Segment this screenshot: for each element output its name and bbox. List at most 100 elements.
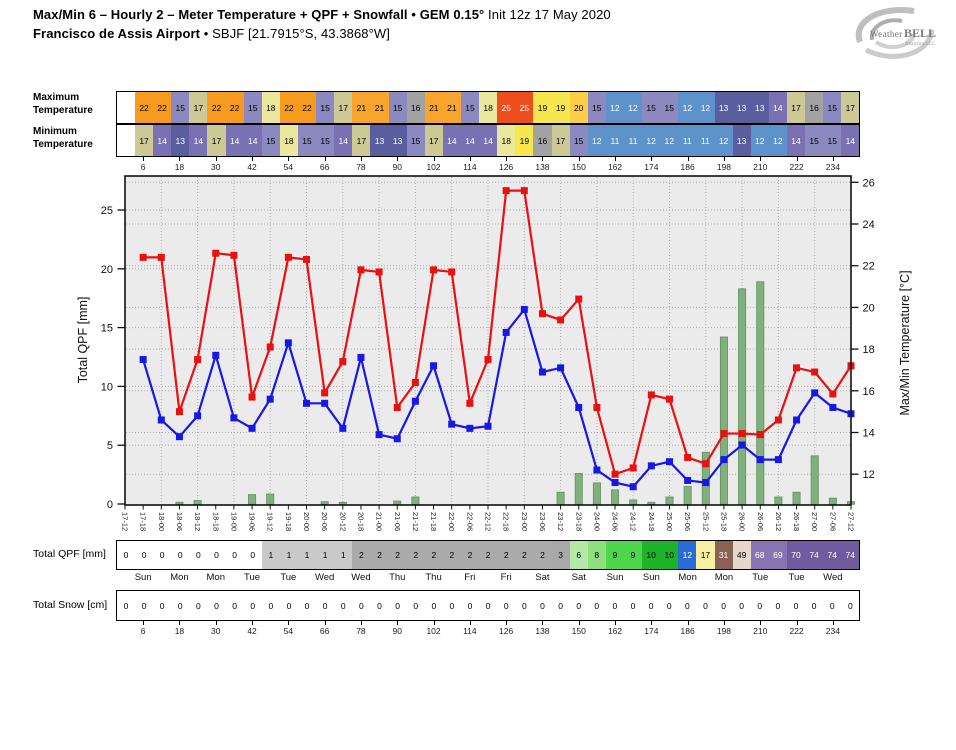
snow-total-cell: 0 xyxy=(515,591,534,620)
snow-total-cell: 0 xyxy=(189,591,208,620)
axis-tick xyxy=(542,157,544,161)
x-tick-label: 21-06 xyxy=(393,512,402,531)
snow-total-cell: 0 xyxy=(370,591,389,620)
total-qpf-strip: 0 0 0 0 0 0 0 0 1 1 1 1 1 2 2 2 2 2 2 2 2 2 2 2 3 6 8 9 9 10 10 12 17 31 4… xyxy=(115,540,861,570)
axis-tick xyxy=(215,157,217,161)
hour-label: 234 xyxy=(825,626,840,636)
qpf-total-cell: 0 xyxy=(207,541,226,569)
min-temp-point xyxy=(811,389,819,397)
x-tick-label: 19-06 xyxy=(248,512,257,531)
min-temp-cell: 14 xyxy=(479,125,498,156)
min-temp-cell: 12 xyxy=(660,125,679,156)
max-temp-cell: 19 xyxy=(533,92,552,123)
max-temp-point xyxy=(629,464,637,472)
min-temp-cell: 14 xyxy=(460,125,480,156)
qpf-bar xyxy=(774,496,783,505)
snow-total-cell: 0 xyxy=(605,591,624,620)
x-tick-label: 19-12 xyxy=(266,512,275,531)
max-temp-point xyxy=(793,364,801,372)
min-temp-cell: 17 xyxy=(207,125,226,156)
min-temp-cell: 11 xyxy=(678,125,697,156)
hour-tick-row-top xyxy=(0,157,956,162)
snow-total-cell: 0 xyxy=(569,591,588,620)
left-axis-tick-label: 5 xyxy=(107,440,113,452)
max-temp-cell: 15 xyxy=(243,92,262,123)
x-tick-label: 24-00 xyxy=(592,512,601,531)
station-coords: • SBJF [21.7915°S, 43.3868°W] xyxy=(200,26,391,41)
max-temp-cell: 22 xyxy=(207,92,226,123)
snow-total-cell: 0 xyxy=(388,591,407,620)
axis-tick xyxy=(578,621,580,625)
axis-tick xyxy=(615,157,617,161)
max-temp-cell: 14 xyxy=(768,92,787,123)
min-temp-point xyxy=(266,395,274,403)
page-title-rest: Init 12z 17 May 2020 xyxy=(484,7,611,22)
min-temp-point xyxy=(793,416,801,424)
min-temp-cell: 15 xyxy=(316,125,335,156)
right-axis-title: Max/Min Temperature [°C] xyxy=(898,270,912,415)
max-temperature-strip: 22 22 15 17 22 22 15 18 22 22 15 17 21 21 15 16 21 21 15 18… xyxy=(115,91,861,124)
qpf-bar xyxy=(611,489,620,505)
qpf-bar xyxy=(683,485,692,505)
snow-total-cell: 0 xyxy=(243,591,262,620)
hour-label: 42 xyxy=(247,162,257,172)
qpf-total-cell: 70 xyxy=(786,541,806,569)
snow-total-cell: 0 xyxy=(171,591,190,620)
hour-label: 18 xyxy=(174,626,185,636)
hour-label: 162 xyxy=(607,162,623,172)
hour-label: 30 xyxy=(211,162,221,172)
x-tick-label: 27-12 xyxy=(847,512,856,531)
qpf-total-cell: 1 xyxy=(334,541,353,569)
min-temp-cell: 17 xyxy=(424,125,443,156)
total-qpf-label: Total QPF [mm] xyxy=(33,548,106,560)
min-temp-cell: 15 xyxy=(823,125,842,156)
qpf-total-cell: 2 xyxy=(424,541,443,569)
min-temp-point xyxy=(375,431,383,439)
snow-total-cell: 0 xyxy=(551,591,570,620)
axis-tick xyxy=(252,621,254,625)
qpf-total-cell: 31 xyxy=(714,541,733,569)
snow-total-cell: 0 xyxy=(660,591,679,620)
min-temp-cell: 19 xyxy=(515,125,534,156)
max-temp-point xyxy=(230,251,238,259)
max-temp-cell: 15 xyxy=(316,92,335,123)
max-temp-cell: 12 xyxy=(623,92,643,123)
day-label: Tue xyxy=(280,572,297,583)
snow-total-cell: 0 xyxy=(841,591,860,620)
day-label: Thu xyxy=(425,572,442,583)
snow-total-cell: 0 xyxy=(334,591,353,620)
hour-label: 90 xyxy=(392,626,402,636)
min-temp-point xyxy=(666,458,673,466)
max-temp-point xyxy=(575,295,583,303)
axis-tick xyxy=(832,621,834,625)
snow-total-cell: 0 xyxy=(116,591,135,620)
hour-label: 150 xyxy=(571,626,586,636)
qpf-bar xyxy=(792,491,801,505)
x-tick-label: 21-18 xyxy=(429,512,438,531)
qpf-total-cell: 2 xyxy=(533,541,552,569)
min-temp-cell: 18 xyxy=(279,125,298,156)
snow-total-cell: 0 xyxy=(479,591,498,620)
snow-total-cell: 0 xyxy=(135,591,154,620)
x-tick-label: 24-06 xyxy=(611,512,620,531)
max-temp-point xyxy=(811,368,819,376)
qpf-total-cell: 68 xyxy=(750,541,769,569)
hour-label: 54 xyxy=(283,626,294,636)
qpf-total-cell: 74 xyxy=(841,541,860,569)
x-tick-label: 20-12 xyxy=(338,512,347,531)
qpf-total-cell: 1 xyxy=(316,541,335,569)
axis-tick xyxy=(143,621,145,625)
min-temp-point xyxy=(702,479,710,487)
max-temp-cell: 17 xyxy=(189,92,208,123)
min-temp-point xyxy=(756,456,764,464)
min-temp-cell: 15 xyxy=(261,125,280,156)
hour-label: 102 xyxy=(426,162,441,172)
x-tick-label: 25-00 xyxy=(665,512,674,531)
min-temp-point xyxy=(393,435,401,443)
snow-total-cell: 0 xyxy=(261,591,280,620)
right-axis-tick-label: 16 xyxy=(863,386,875,398)
minimum-temperature-label: Minimum Temperature xyxy=(33,126,93,150)
max-temp-point xyxy=(502,187,510,195)
min-temp-point xyxy=(593,466,601,474)
